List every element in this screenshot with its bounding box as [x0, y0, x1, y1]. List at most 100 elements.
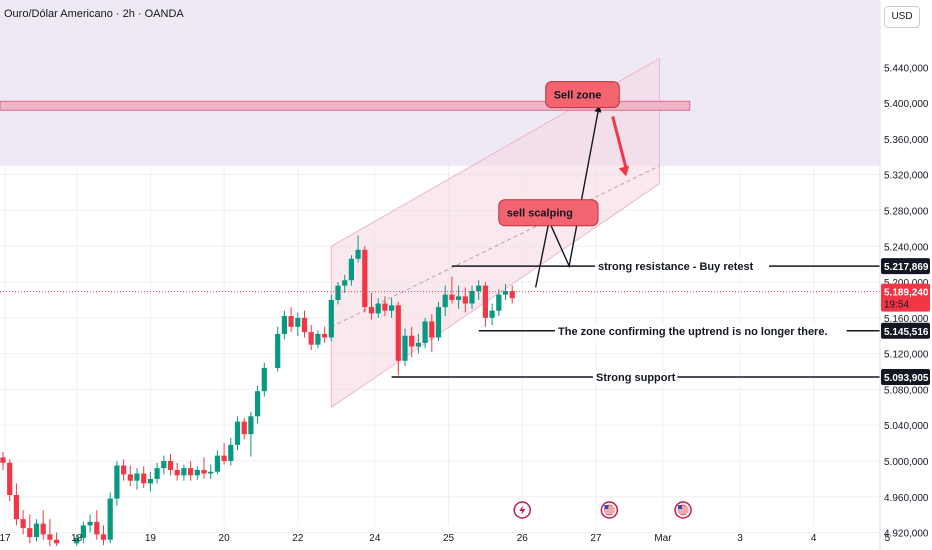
candle[interactable]	[295, 312, 301, 336]
candle[interactable]	[342, 274, 348, 293]
candle[interactable]	[328, 294, 334, 342]
candle[interactable]	[147, 471, 153, 492]
candle[interactable]	[181, 464, 187, 481]
flash-event-icon[interactable]	[513, 501, 531, 519]
candle-body	[281, 316, 287, 334]
candle[interactable]	[389, 298, 395, 318]
candle[interactable]	[74, 534, 80, 546]
candle-body	[482, 285, 488, 318]
candle[interactable]	[261, 362, 267, 397]
candle[interactable]	[188, 461, 194, 481]
candle[interactable]	[402, 328, 408, 367]
candle[interactable]	[7, 459, 13, 502]
candle[interactable]	[355, 235, 361, 263]
candle[interactable]	[489, 303, 495, 325]
candle[interactable]	[141, 466, 147, 488]
currency-button[interactable]: USD	[884, 6, 920, 28]
candle[interactable]	[154, 462, 160, 484]
candle[interactable]	[362, 246, 368, 313]
candle[interactable]	[121, 459, 127, 481]
candle-body	[174, 469, 180, 476]
candle[interactable]	[87, 514, 93, 533]
candle[interactable]	[315, 330, 321, 349]
x-tick-label: 4	[811, 533, 817, 544]
candle[interactable]	[201, 457, 207, 479]
candle[interactable]	[348, 255, 354, 286]
candle[interactable]	[228, 437, 234, 466]
candle[interactable]	[395, 301, 401, 376]
candle[interactable]	[382, 296, 388, 317]
candle[interactable]	[107, 492, 113, 544]
y-tick-label: 5.000,000	[884, 457, 929, 468]
candle[interactable]	[435, 301, 442, 342]
candle[interactable]	[449, 276, 455, 304]
candle[interactable]	[429, 314, 435, 352]
candle[interactable]	[422, 317, 428, 349]
candle[interactable]	[0, 452, 6, 470]
symbol-title[interactable]: Ouro/Dólar Americano · 2h · OANDA	[4, 8, 184, 20]
candle-body	[47, 534, 53, 540]
candle[interactable]	[221, 443, 227, 465]
candle[interactable]	[275, 326, 281, 372]
candle[interactable]	[13, 483, 19, 526]
candle-body	[335, 285, 341, 300]
callout-sell-scalping[interactable]: sell scalping	[498, 199, 599, 227]
candle[interactable]	[47, 519, 53, 546]
candle-body	[147, 478, 153, 484]
us-flag-event-icon-2[interactable]	[674, 501, 692, 519]
candle[interactable]	[127, 465, 133, 487]
candle[interactable]	[469, 285, 475, 309]
candle[interactable]	[194, 466, 200, 480]
candle[interactable]	[80, 521, 86, 544]
candle[interactable]	[100, 525, 107, 546]
candle[interactable]	[161, 455, 167, 475]
candle[interactable]	[301, 310, 308, 338]
candle-body	[114, 465, 120, 499]
callout-sell-zone[interactable]: Sell zone	[545, 81, 620, 109]
candle-body	[27, 528, 33, 538]
candle[interactable]	[255, 385, 261, 424]
candle[interactable]	[208, 464, 214, 479]
candle[interactable]	[27, 514, 33, 544]
level-label-support: Strong support	[596, 372, 676, 384]
candle[interactable]	[442, 285, 448, 317]
candle-body	[54, 539, 60, 544]
candle[interactable]	[241, 418, 247, 440]
candle[interactable]	[248, 411, 254, 457]
level-label-resistance: strong resistance - Buy retest	[598, 261, 754, 273]
candle[interactable]	[322, 326, 328, 343]
candle[interactable]	[335, 282, 341, 305]
candle[interactable]	[502, 283, 509, 300]
candle[interactable]	[415, 333, 421, 354]
candle[interactable]	[114, 461, 120, 506]
candle[interactable]	[409, 326, 415, 358]
candle-body	[429, 321, 435, 338]
candle-body	[442, 294, 448, 308]
candle[interactable]	[375, 298, 381, 318]
candle-body	[7, 462, 13, 495]
candle-body	[382, 303, 388, 311]
candle[interactable]	[167, 453, 174, 476]
candle[interactable]	[281, 310, 287, 340]
candle[interactable]	[509, 285, 515, 304]
candle[interactable]	[40, 510, 46, 540]
candle[interactable]	[288, 307, 294, 333]
candle[interactable]	[476, 280, 482, 300]
candle[interactable]	[234, 416, 241, 451]
candle[interactable]	[456, 285, 462, 309]
candle[interactable]	[94, 510, 100, 540]
candle[interactable]	[134, 468, 140, 490]
candle[interactable]	[174, 462, 180, 481]
candle[interactable]	[496, 289, 502, 317]
candle[interactable]	[308, 325, 314, 351]
candle[interactable]	[482, 282, 488, 327]
candle[interactable]	[20, 510, 26, 535]
candle[interactable]	[368, 292, 375, 320]
candle[interactable]	[54, 532, 60, 546]
candle[interactable]	[214, 450, 220, 475]
us-flag-event-icon[interactable]	[600, 501, 619, 519]
forecast-path	[534, 104, 600, 288]
candle[interactable]	[33, 519, 40, 542]
